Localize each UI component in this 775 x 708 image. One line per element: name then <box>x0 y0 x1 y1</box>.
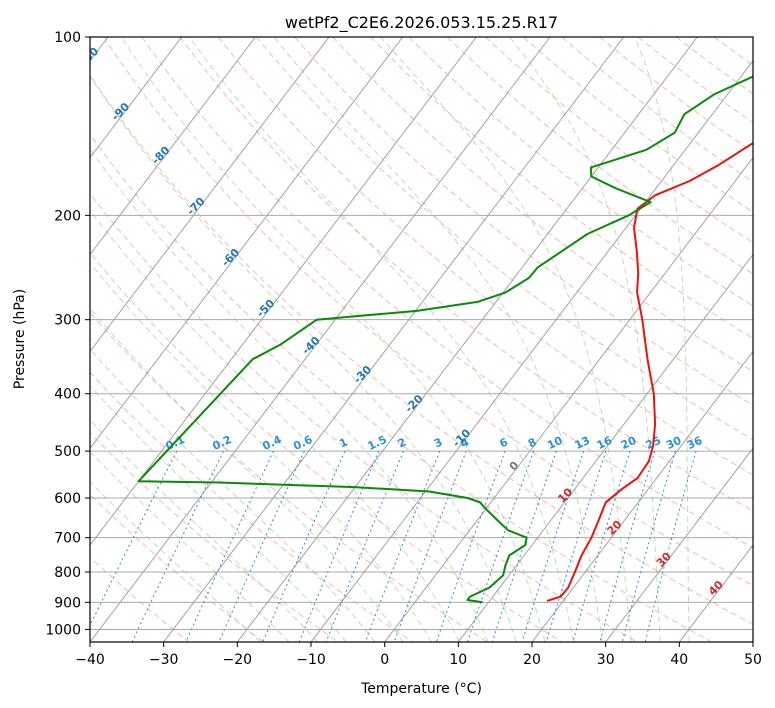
mixing-ratio-line <box>325 450 404 642</box>
mixing-ratio-label: 36 <box>685 434 705 452</box>
dry-adiabat-line <box>90 252 563 642</box>
dry-adiabat-line <box>90 311 488 642</box>
dry-adiabat-line <box>370 37 753 339</box>
x-tick-label: −40 <box>75 652 105 668</box>
temperature-profile-line <box>546 141 753 602</box>
moist-adiabat-line <box>90 419 319 642</box>
dry-adiabat-line <box>294 37 753 406</box>
mixing-ratio-line <box>599 450 656 642</box>
dry-adiabat-line <box>255 37 753 441</box>
x-tick-label: −20 <box>223 652 253 668</box>
y-tick-label: 600 <box>54 491 81 507</box>
isotherm-line <box>90 37 330 353</box>
isotherm-line <box>163 37 625 642</box>
mixing-ratio-line <box>491 450 557 642</box>
isotherm-line <box>90 37 477 546</box>
x-tick-label: 20 <box>523 652 541 668</box>
y-tick-label: 1000 <box>45 622 81 638</box>
y-tick-label: 700 <box>54 531 81 547</box>
isotherm-label: -100 <box>73 44 102 73</box>
x-tick-label: 50 <box>744 652 762 668</box>
x-tick-label: 0 <box>380 652 389 668</box>
y-tick-label: 300 <box>54 313 81 329</box>
isotherm-line <box>457 253 753 642</box>
isotherm-line <box>531 350 753 642</box>
mixing-ratio-line <box>364 450 441 642</box>
profile-series <box>137 75 753 604</box>
mixing-ratio-label: 10 <box>545 434 565 452</box>
y-axis-label: Pressure (hPa) <box>12 289 28 389</box>
plot-frame <box>89 36 754 643</box>
mixing-ratio-line <box>521 450 585 642</box>
mixing-ratio-line <box>621 450 676 642</box>
moist-adiabat-line <box>90 307 404 642</box>
isotherm-line <box>90 37 183 159</box>
moist-adiabat-line <box>273 37 603 642</box>
mixing-ratio-label: 30 <box>664 434 684 452</box>
moist-adiabat-line <box>90 481 261 642</box>
isotherm-line <box>310 60 753 642</box>
mixing-ratio-line <box>467 450 535 642</box>
isotherm-line <box>605 447 753 642</box>
y-tick-label: 500 <box>54 444 81 460</box>
isotherm-line <box>90 37 404 449</box>
x-tick-label: 40 <box>670 652 688 668</box>
x-tick-label: 10 <box>449 652 467 668</box>
dry-adiabat-line <box>103 37 753 587</box>
x-tick-label: 30 <box>597 652 615 668</box>
y-tick-label: 800 <box>54 565 81 581</box>
dewpoint-profile-line <box>137 75 753 604</box>
mixing-ratio-line <box>298 450 380 642</box>
moist-adiabat-line <box>90 148 489 642</box>
chart-title: wetPf2_C2E6.2026.053.15.25.R17 <box>285 13 558 33</box>
y-tick-label: 100 <box>54 30 81 46</box>
mixing-ratio-label: 20 <box>619 434 639 452</box>
y-tick-label: 900 <box>54 595 81 611</box>
y-tick-label: 200 <box>54 208 81 224</box>
mixing-ratio-line <box>644 450 697 642</box>
dry-adiabat-line <box>332 37 753 373</box>
moist-adiabat-line <box>509 37 661 642</box>
isotherm-line <box>236 37 698 642</box>
x-axis: −40 −30 −20 −10 0 10 20 30 40 50 <box>75 642 762 668</box>
moist-adiabat-line <box>380 37 632 642</box>
mixing-ratio-line <box>545 450 607 642</box>
moist-adiabat-line <box>90 75 517 642</box>
x-axis-label: Temperature (°C) <box>360 681 482 697</box>
moist-adiabat-line <box>90 262 432 642</box>
mixing-ratio-label: 16 <box>595 434 615 452</box>
isotherm-line <box>90 37 256 256</box>
mixing-ratio-line <box>435 450 506 642</box>
isotherm-line <box>384 156 753 642</box>
moist-adiabat-line <box>188 37 575 642</box>
dry-adiabat-line <box>179 37 753 512</box>
isotherm-line <box>90 37 551 642</box>
dry-adiabat-line <box>90 74 753 625</box>
moist-adiabat-line <box>634 37 690 642</box>
y-tick-label: 400 <box>54 387 81 403</box>
x-tick-label: −30 <box>149 652 179 668</box>
dry-adiabat-line <box>408 37 753 307</box>
x-tick-label: −10 <box>296 652 326 668</box>
dry-adiabat-line <box>90 432 339 642</box>
moist-adiabat-line <box>121 37 546 642</box>
y-axis: 100 200 300 400 500 600 700 800 900 1000 <box>45 30 90 638</box>
moist-adiabat-line <box>90 450 290 642</box>
mixing-ratio-label: 13 <box>573 434 592 452</box>
mixing-ratio-line <box>131 450 224 642</box>
moist-adiabat-line <box>90 348 376 642</box>
mixing-ratio-line <box>90 450 178 627</box>
